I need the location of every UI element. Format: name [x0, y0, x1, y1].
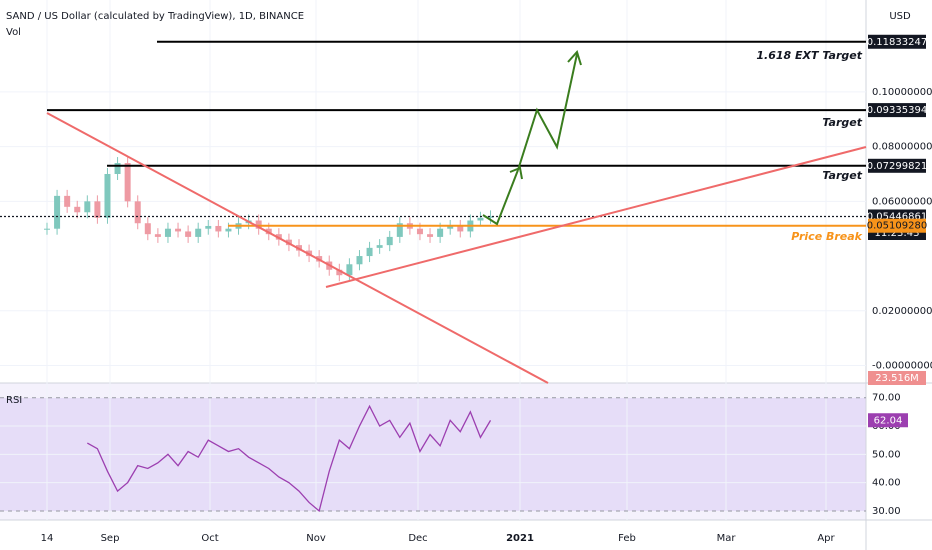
candle — [366, 247, 373, 257]
candle — [215, 225, 222, 232]
level-box — [868, 103, 926, 118]
rsi-box — [868, 413, 908, 428]
x-tick-label: 14 — [41, 533, 54, 544]
level-box — [868, 158, 926, 173]
projection — [517, 53, 578, 171]
marks — [0, 40, 866, 513]
candle — [124, 163, 131, 202]
rsi-line — [87, 404, 492, 513]
currency: USD — [889, 11, 911, 22]
candle — [44, 228, 50, 230]
candle — [255, 220, 262, 229]
volume-box — [868, 371, 926, 385]
x-tick-label: Apr — [817, 533, 835, 544]
candle — [416, 228, 423, 235]
candle — [346, 264, 353, 276]
annotation: Target — [822, 116, 862, 129]
candle — [487, 216, 494, 218]
symbol-title: SAND / US Dollar (calculated by TradingV… — [6, 11, 304, 22]
candle — [205, 225, 212, 229]
candle — [114, 163, 121, 174]
x-tick-label: Feb — [618, 533, 636, 544]
rsi-last: 62.04 — [874, 415, 903, 426]
vol-label: Vol — [6, 27, 21, 38]
candle — [134, 201, 141, 224]
y-tick-label: 0.08000000 — [872, 142, 932, 153]
trendline-down — [46, 112, 549, 384]
candle — [447, 225, 454, 229]
y-tick-label: -0.00000000 — [872, 360, 932, 371]
x-tick-label: Sep — [101, 533, 120, 544]
level-box — [868, 34, 926, 49]
x-tick-label: Dec — [408, 533, 427, 544]
annotation: Target — [822, 169, 862, 182]
trendline-up — [325, 146, 867, 288]
level-label: 0.11833247 — [867, 37, 927, 48]
arrow-head — [567, 50, 582, 66]
candle — [64, 195, 71, 207]
candle — [175, 228, 182, 232]
y-tick-label: 0.02000000 — [872, 306, 932, 317]
annotation: Price Break — [791, 230, 862, 243]
candle — [477, 217, 484, 221]
annotation: 1.618 EXT Target — [756, 49, 862, 62]
y-tick-label: 50.00 — [872, 449, 901, 460]
candle — [185, 231, 192, 237]
candle — [154, 234, 161, 237]
y-tick-label: 30.00 — [872, 506, 901, 517]
level-label: 0.09335394 — [867, 105, 927, 116]
y-tick-label: 0.10000000 — [872, 87, 932, 98]
volume-value: 23.516M — [875, 373, 919, 384]
candle — [144, 223, 151, 235]
level-label: 0.05446861 — [867, 211, 927, 222]
candle — [195, 228, 202, 237]
grid — [0, 0, 866, 520]
projection — [482, 169, 519, 226]
candle — [427, 234, 434, 237]
x-tick-label: Nov — [306, 533, 326, 544]
level-label: 0.05109280 — [867, 221, 927, 232]
candle — [225, 228, 232, 232]
y-tick-label: 40.00 — [872, 478, 901, 489]
x-tick-label: 2021 — [506, 533, 534, 544]
rsi-label: RSI — [6, 395, 22, 406]
candle — [457, 225, 464, 232]
candle — [356, 256, 363, 265]
candle — [54, 195, 61, 229]
level-box — [868, 218, 926, 233]
candle — [437, 228, 444, 237]
candle — [376, 245, 383, 248]
candle — [74, 206, 81, 213]
x-tick-label: Mar — [717, 533, 737, 544]
candle — [336, 269, 343, 276]
level-label: 0.07299821 — [867, 161, 927, 172]
candle — [84, 201, 91, 213]
y-tick-label: 70.00 — [872, 393, 901, 404]
candle — [104, 173, 111, 218]
candle — [94, 201, 101, 218]
y-tick-label: 0.06000000 — [872, 196, 932, 207]
candle — [164, 228, 171, 237]
arrow-head — [509, 166, 523, 180]
candle — [396, 223, 403, 237]
candle — [386, 236, 393, 246]
countdown: 11:23:43 — [875, 228, 920, 239]
x-tick-label: Oct — [201, 533, 218, 544]
